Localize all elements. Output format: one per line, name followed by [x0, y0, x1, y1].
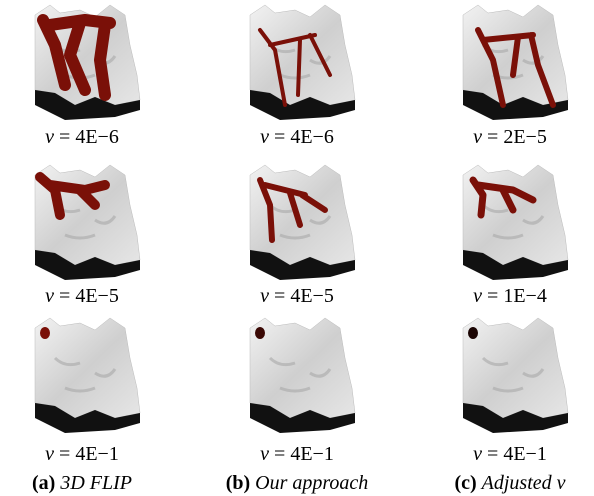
value: = 4E−1	[59, 443, 119, 465]
value: = 4E−6	[274, 126, 334, 148]
render	[250, 318, 355, 433]
tag: (b)	[226, 472, 250, 494]
panel-caption: ν= 4E−5	[45, 285, 119, 307]
figure: ν= 4E−6ν= 4E−6ν= 2E−5ν= 4E−5ν= 4E−5ν= 1E…	[0, 0, 594, 496]
panel-caption: ν= 4E−1	[473, 443, 547, 465]
value: = 1E−4	[487, 285, 547, 307]
label: Adjusted ν	[480, 472, 566, 494]
symbol: ν	[473, 443, 482, 465]
panel-images	[35, 5, 568, 433]
value: = 4E−6	[59, 126, 119, 148]
render	[463, 318, 568, 433]
symbol: ν	[45, 126, 54, 148]
tag: (c)	[454, 472, 476, 494]
panel-caption: ν= 2E−5	[473, 126, 547, 148]
panel-caption: ν= 1E−4	[473, 285, 547, 307]
render	[35, 5, 140, 120]
render	[35, 165, 140, 280]
label: Our approach	[255, 472, 368, 494]
column-label: (a)3D FLIP	[32, 472, 132, 494]
symbol: ν	[473, 285, 482, 307]
panel-caption: ν= 4E−5	[260, 285, 334, 307]
panel-caption: ν= 4E−1	[260, 443, 334, 465]
symbol: ν	[45, 285, 54, 307]
panel-caption: ν= 4E−6	[45, 126, 119, 148]
symbol: ν	[260, 443, 269, 465]
render	[463, 5, 568, 120]
value: = 2E−5	[487, 126, 547, 148]
label: 3D FLIP	[59, 472, 132, 494]
tag: (a)	[32, 472, 55, 494]
value: = 4E−5	[274, 285, 334, 307]
value: = 4E−1	[487, 443, 547, 465]
symbol: ν	[473, 126, 482, 148]
value: = 4E−5	[59, 285, 119, 307]
symbol: ν	[260, 126, 269, 148]
panel-caption: ν= 4E−6	[260, 126, 334, 148]
render	[250, 165, 355, 280]
symbol: ν	[45, 443, 54, 465]
symbol: ν	[260, 285, 269, 307]
render	[35, 318, 140, 433]
column-label: (b)Our approach	[226, 472, 369, 494]
value: = 4E−1	[274, 443, 334, 465]
render	[463, 165, 568, 280]
column-label: (c)Adjusted ν	[454, 472, 565, 494]
panel-caption: ν= 4E−1	[45, 443, 119, 465]
render	[250, 5, 355, 120]
